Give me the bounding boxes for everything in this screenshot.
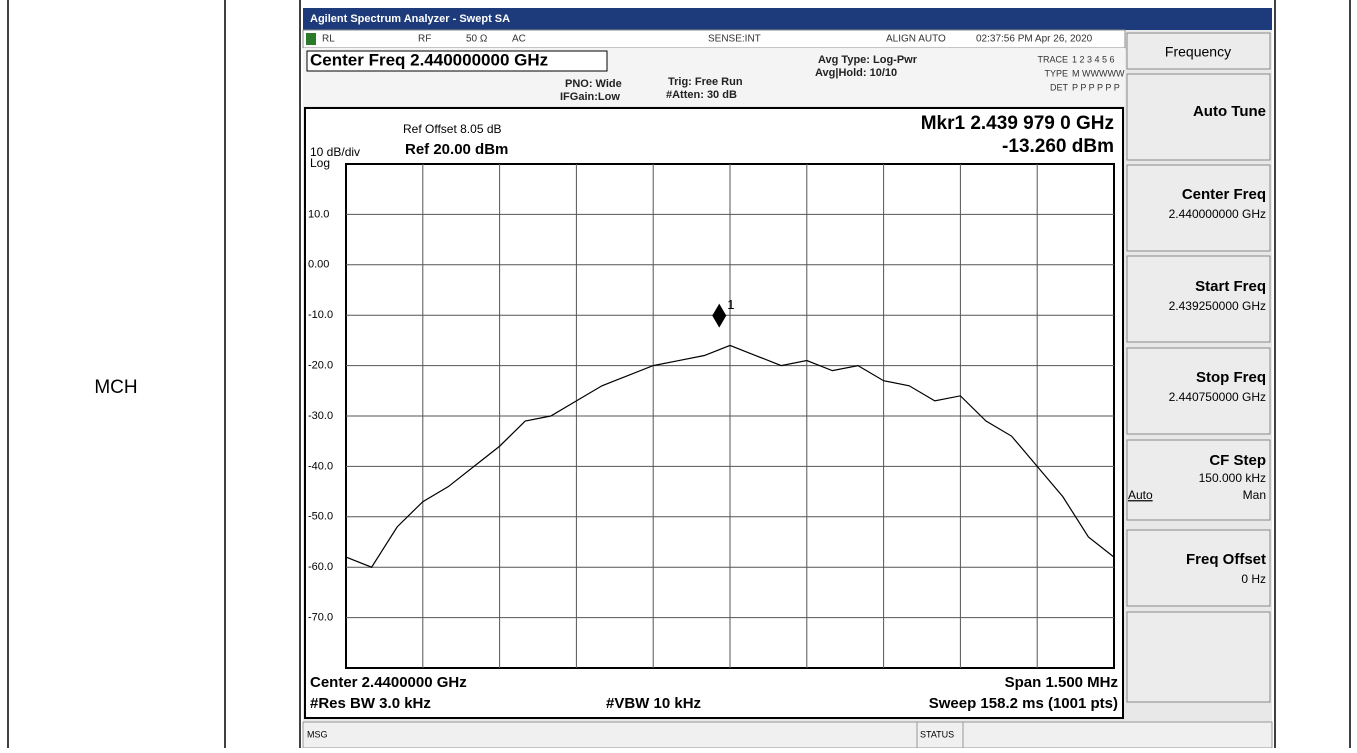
status: 50 Ω xyxy=(466,34,488,45)
msg-bar xyxy=(302,721,1273,749)
y-tick-label: -50.0 xyxy=(308,511,333,523)
table-borders xyxy=(7,0,1351,748)
marker-level: -13.260 dBm xyxy=(1002,136,1114,157)
softkey-value: 2.439250000 GHz xyxy=(1169,299,1266,313)
softkey-value: 2.440000000 GHz xyxy=(1169,207,1266,221)
y-tick-label: 10.0 xyxy=(308,208,329,220)
softkey xyxy=(1126,32,1271,70)
footer-span: Span 1.500 MHz xyxy=(1005,674,1118,691)
status: 02:37:56 PM Apr 26, 2020 xyxy=(976,34,1093,45)
y-tick-label: -30.0 xyxy=(308,410,333,422)
msg: MSG xyxy=(307,729,328,739)
y-tick-label: -10.0 xyxy=(308,309,333,321)
softkey xyxy=(1126,164,1271,252)
softkey-header: Frequency xyxy=(1165,44,1231,60)
log: Log xyxy=(310,156,330,170)
softkey-title: Center Freq xyxy=(1182,186,1266,203)
trace-vals: 1 2 3 4 5 6 xyxy=(1072,54,1115,64)
softkey-auto: Auto xyxy=(1128,488,1153,502)
softkey-value: 2.440750000 GHz xyxy=(1169,390,1266,404)
y-tick-label: 0.00 xyxy=(308,259,329,271)
center-freq: Center Freq 2.440000000 GHz xyxy=(310,50,548,69)
softkey-value: Man xyxy=(1243,488,1266,502)
marker xyxy=(712,303,727,328)
status: SENSE:INT xyxy=(708,34,761,45)
softkey xyxy=(1126,73,1271,161)
softkey-title: Start Freq xyxy=(1195,278,1266,295)
softkey xyxy=(1126,439,1271,521)
status-label: STATUS xyxy=(920,729,954,739)
det-label: DET xyxy=(1050,82,1069,92)
y-tick-label: -60.0 xyxy=(308,561,333,573)
softkey-value: 0 Hz xyxy=(1241,572,1266,586)
atten: #Atten: 30 dB xyxy=(666,89,737,101)
row-label: MCH xyxy=(94,377,137,398)
softkey-title: Auto Tune xyxy=(1193,103,1266,120)
status: AC xyxy=(512,34,526,45)
title: Agilent Spectrum Analyzer - Swept SA xyxy=(310,13,510,25)
scale: 10 dB/div xyxy=(310,145,360,159)
y-tick-label: -70.0 xyxy=(308,612,333,624)
ifgain: IFGain:Low xyxy=(560,91,620,103)
softkey-value: 150.000 kHz xyxy=(1199,471,1266,485)
ref-offset: Ref Offset 8.05 dB xyxy=(403,122,502,136)
y-tick-label: -20.0 xyxy=(308,360,333,372)
status: ALIGN AUTO xyxy=(886,34,946,45)
avg-hold: Avg|Hold: 10/10 xyxy=(815,67,897,79)
type-label: TYPE xyxy=(1044,68,1068,78)
status: RF xyxy=(418,34,431,45)
y-tick-label: -40.0 xyxy=(308,460,333,472)
ref-level: Ref 20.00 dBm xyxy=(405,141,508,158)
status-icon xyxy=(306,33,316,45)
pno: PNO: Wide xyxy=(565,78,622,90)
trace xyxy=(345,344,1115,568)
footer-vbw: #VBW 10 kHz xyxy=(606,695,701,712)
status: RL xyxy=(322,34,335,45)
det-vals: P P P P P P xyxy=(1072,82,1120,92)
trace-label: TRACE xyxy=(1037,54,1068,64)
softkey xyxy=(1126,529,1271,607)
footer-rbw: #Res BW 3.0 kHz xyxy=(310,695,431,712)
softkey-title: Freq Offset xyxy=(1186,551,1266,568)
softkey xyxy=(1126,611,1271,703)
type-vals: M WWWWW xyxy=(1072,68,1125,78)
footer-sweep: Sweep 158.2 ms (1001 pts) xyxy=(929,695,1118,712)
softkey-title: Stop Freq xyxy=(1196,369,1266,386)
title-bar xyxy=(303,8,1272,30)
softkey xyxy=(1126,255,1271,343)
marker-freq: Mkr1 2.439 979 0 GHz xyxy=(921,113,1114,134)
footer-center: Center 2.4400000 GHz xyxy=(310,674,467,691)
marker-label: 1 xyxy=(727,297,734,312)
softkey xyxy=(1126,347,1271,435)
avg-type: Avg Type: Log-Pwr xyxy=(818,54,918,66)
center-box xyxy=(306,50,608,72)
softkey-title: CF Step xyxy=(1209,452,1266,469)
trig: Trig: Free Run xyxy=(668,76,743,88)
